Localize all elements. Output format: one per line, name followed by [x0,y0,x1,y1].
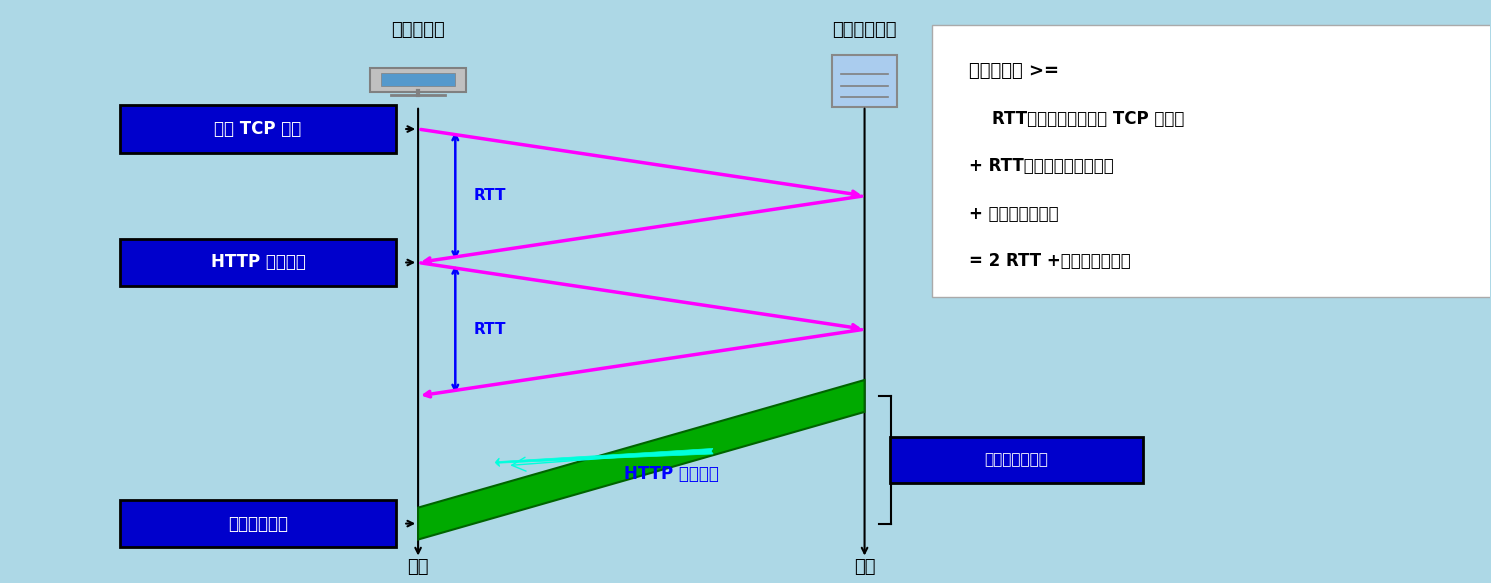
Text: + 文档的传输时间: + 文档的传输时间 [969,205,1059,223]
FancyBboxPatch shape [121,238,395,286]
Text: HTTP 请求报文: HTTP 请求报文 [210,254,306,272]
Text: RTT: RTT [473,322,505,337]
Text: HTTP 响应报文: HTTP 响应报文 [623,465,719,483]
Text: 时间: 时间 [407,558,429,576]
Polygon shape [417,380,865,539]
Text: 整个文档收到: 整个文档收到 [228,515,288,533]
Text: 万维网客户: 万维网客户 [391,22,444,40]
FancyBboxPatch shape [121,500,395,547]
Text: 所需的时间 >=: 所需的时间 >= [969,62,1059,80]
Text: 万维网服务器: 万维网服务器 [832,22,896,40]
FancyBboxPatch shape [370,68,465,93]
Text: 时间: 时间 [854,558,875,576]
FancyBboxPatch shape [890,437,1144,483]
Text: 发起 TCP 连接: 发起 TCP 连接 [215,120,301,138]
FancyBboxPatch shape [932,24,1491,297]
Text: + RTT（请求和接收文档）: + RTT（请求和接收文档） [969,157,1114,175]
Text: = 2 RTT +文档的传输时间: = 2 RTT +文档的传输时间 [969,252,1130,271]
Text: RTT（三报文握手建立 TCP 连接）: RTT（三报文握手建立 TCP 连接） [969,110,1184,128]
FancyBboxPatch shape [832,55,898,107]
Text: RTT: RTT [473,188,505,203]
FancyBboxPatch shape [121,106,395,153]
Text: 传输文档的时间: 传输文档的时间 [984,452,1048,467]
FancyBboxPatch shape [380,73,455,86]
